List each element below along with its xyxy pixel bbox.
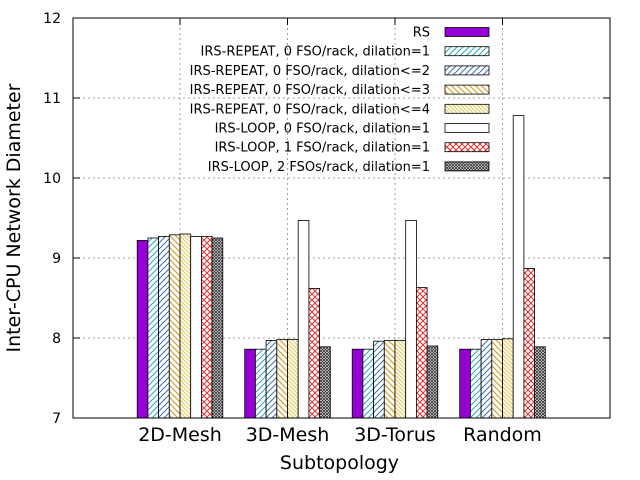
bar [469,348,482,419]
x-tick-label: 2D-Mesh [138,424,222,446]
bar [265,339,278,419]
bar [405,219,417,419]
bar [373,340,385,419]
bar [512,115,525,419]
legend-label: IRS-LOOP, 0 FSO/rack, dilation=1 [215,122,430,137]
legend-swatch [444,103,490,114]
bar [297,219,310,419]
legend-swatch [444,65,490,76]
bar [276,339,288,419]
y-tick-label: 10 [43,171,61,187]
bar [502,338,514,419]
bar [147,237,159,419]
x-axis-label: Subtopology [280,452,399,474]
legend-label: IRS-REPEAT, 0 FSO/rack, dilation<=2 [190,64,430,79]
legend-label: IRS-REPEAT, 0 FSO/rack, dilation<=4 [190,102,430,117]
bar [308,287,320,419]
bar [491,339,503,419]
bar [136,239,149,419]
bar [351,348,364,419]
legend-label: IRS-REPEAT, 0 FSO/rack, dilation=1 [201,45,430,60]
y-tick-label: 11 [43,91,61,107]
legend-swatch [444,46,490,57]
plot-frame [72,17,611,419]
legend-label: IRS-REPEAT, 0 FSO/rack, dilation<=3 [190,83,430,98]
axis-ticks: 7 8 9 10 11 12 2D-Mesh 3D-Mesh 3D-Torus Random [43,11,610,446]
bar [244,348,256,419]
legend-swatch [444,84,490,95]
y-tick-label: 9 [52,251,61,267]
bar [168,234,181,419]
bar [319,346,331,419]
x-tick-label: Random [463,424,542,446]
bar [415,287,428,419]
bar [480,339,493,419]
x-tick-label: 3D-Torus [354,424,436,446]
gridlines [73,18,610,418]
bar [200,235,213,419]
y-tick-label: 12 [43,11,61,27]
bar [394,339,407,419]
bar [287,339,299,419]
x-tick-label: 3D-Mesh [246,424,330,446]
y-tick-label: 7 [52,411,61,427]
legend: RS IRS-REPEAT, 0 FSO/rack, dilation=1 IRS-… [190,26,490,175]
bar [523,267,536,419]
bar [190,235,202,419]
bar [158,235,170,419]
bar [254,348,267,419]
bar [459,348,471,419]
y-axis-label: Inter-CPU Network Diameter [3,83,25,352]
bar [383,339,396,419]
bar [362,348,374,419]
legend-swatch [444,27,490,37]
legend-label: IRS-LOOP, 1 FSO/rack, dilation=1 [215,141,430,156]
legend-swatch [444,142,490,153]
legend-swatch [444,161,490,172]
bar [426,345,439,419]
legend-label: RS [413,26,430,41]
bar [534,346,546,419]
legend-label: IRS-LOOP, 2 FSOs/rack, dilation=1 [208,160,430,175]
bar [179,233,192,419]
legend-swatch [444,123,490,133]
bar [211,237,224,419]
y-tick-label: 8 [52,331,61,347]
